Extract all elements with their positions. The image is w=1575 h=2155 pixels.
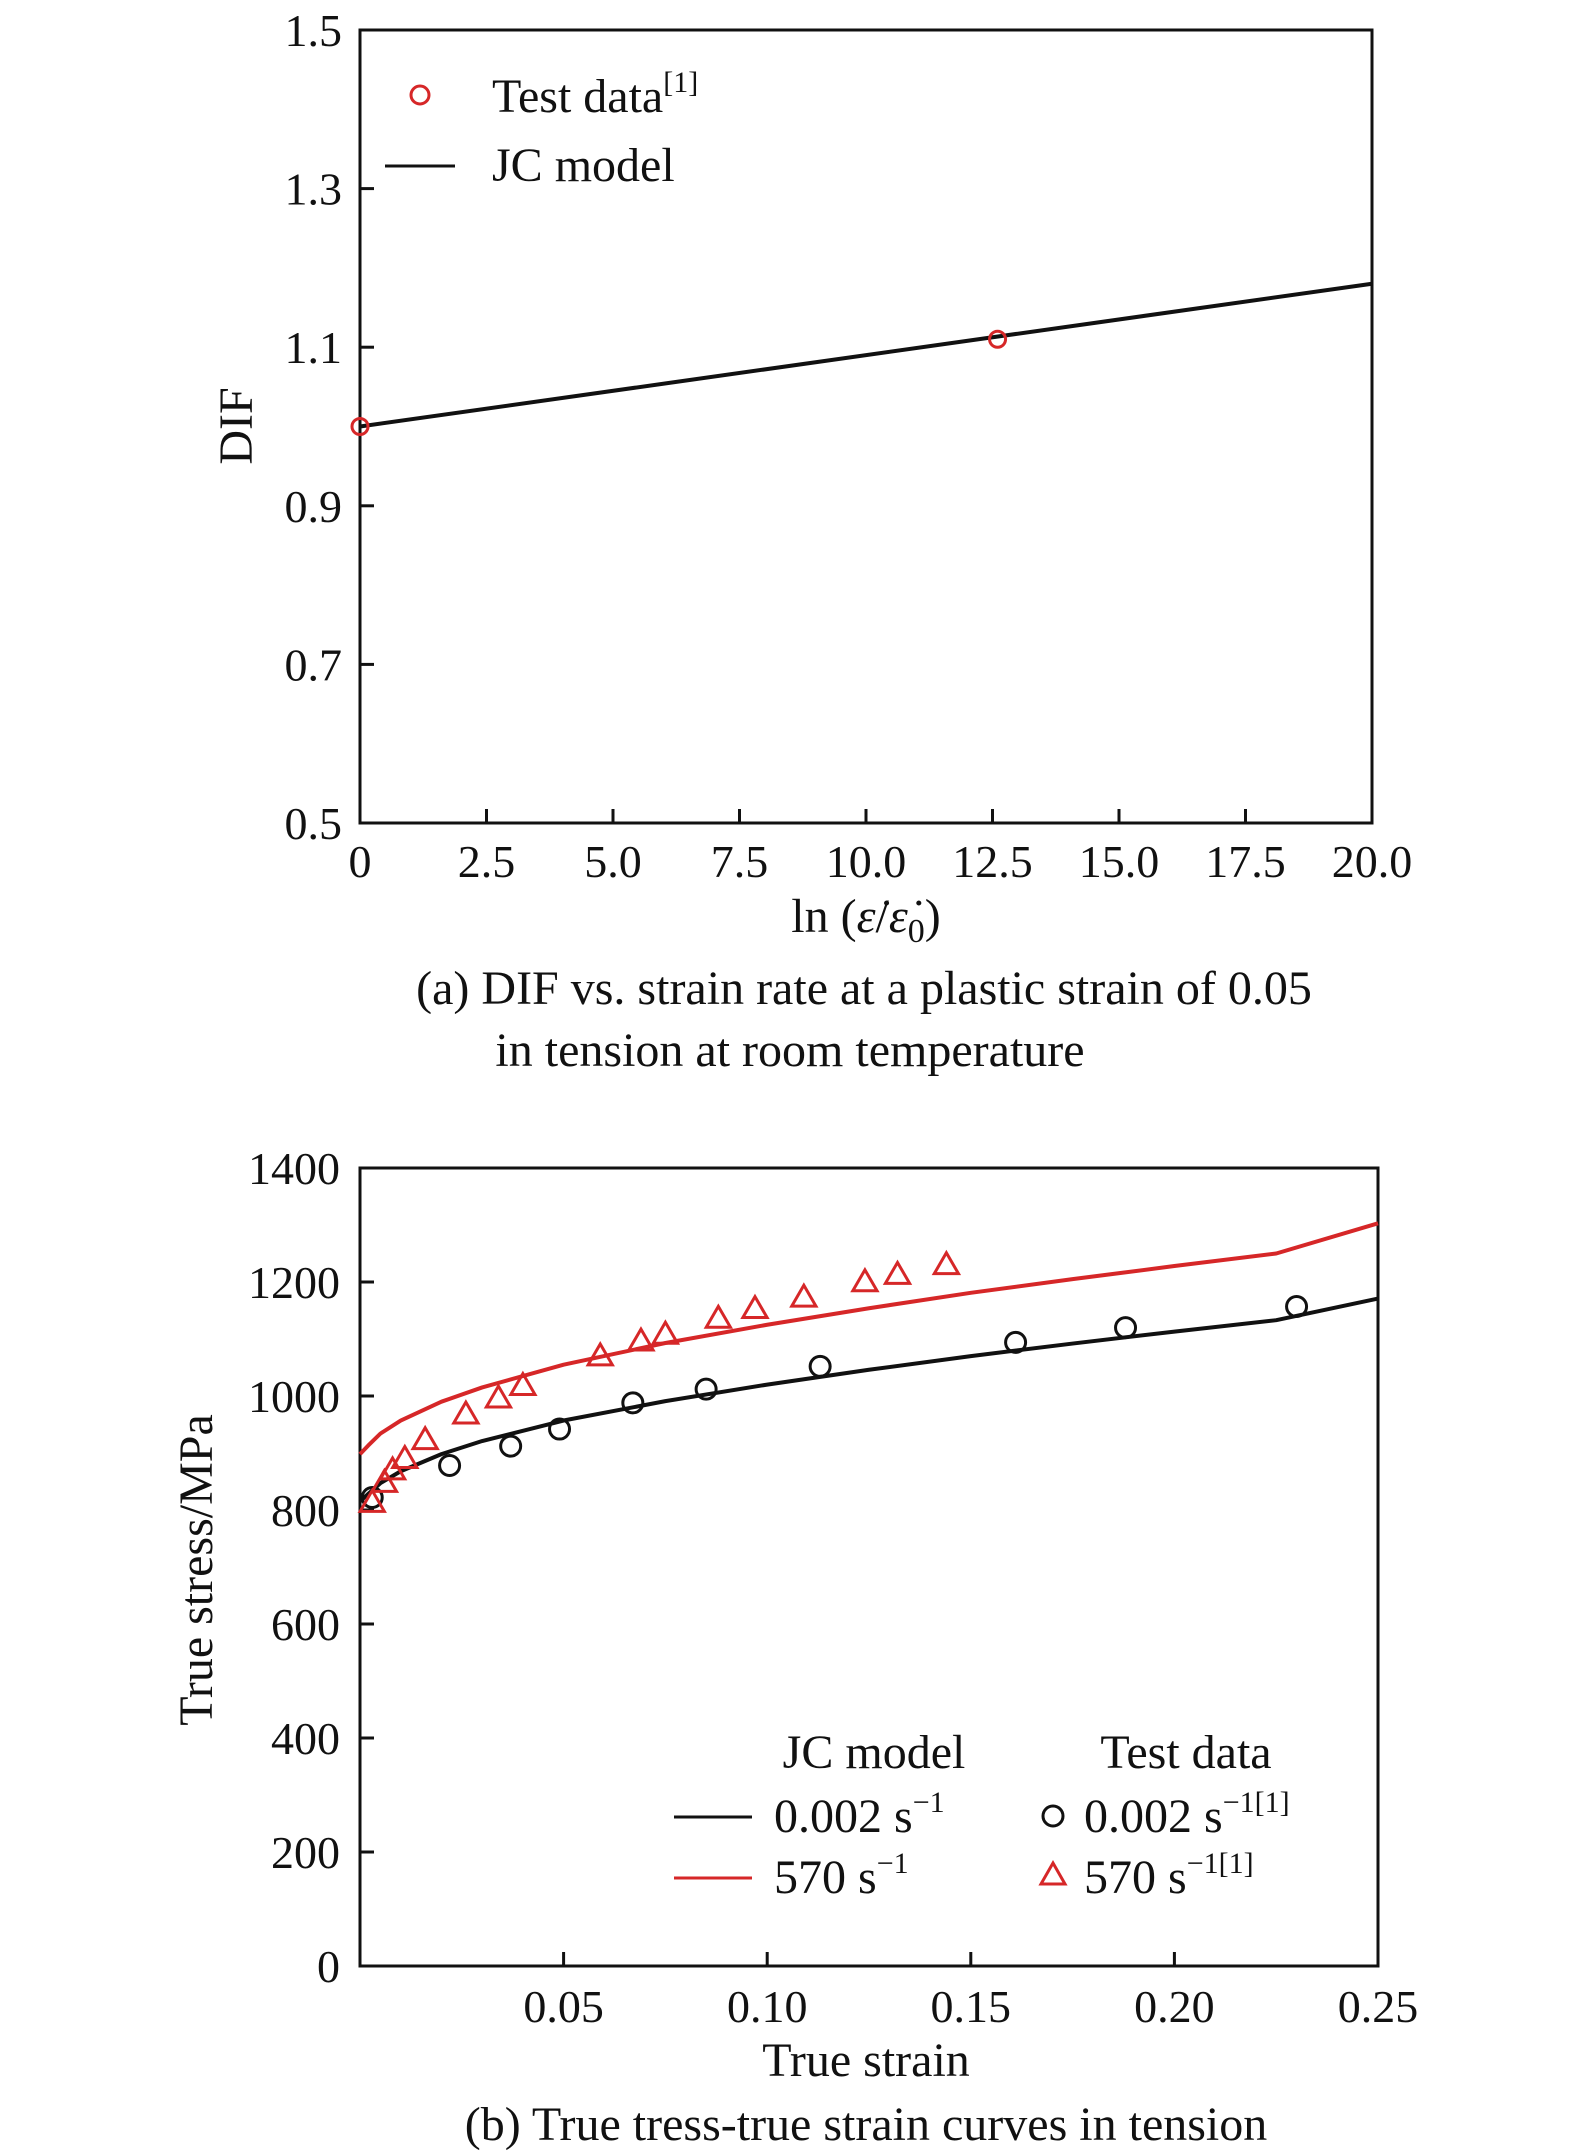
panel-b-plot-area <box>357 1221 1379 1513</box>
a-test-data-point <box>350 417 370 436</box>
b-test-point-570 <box>789 1282 819 1308</box>
legend-b-line-0002-label: 0.002 s−1 <box>774 1786 945 1843</box>
legend-b-circle-label: 0.002 s−1[1] <box>1084 1786 1290 1843</box>
b-test-point-570 <box>357 1487 387 1513</box>
a-y-tick-label: 1.1 <box>285 322 343 373</box>
b-test-point-570 <box>410 1424 440 1451</box>
a-y-tick-label: 0.9 <box>285 481 343 532</box>
b-y-tick-label: 1000 <box>248 1371 340 1422</box>
panel-a-x-axis-label: ln (ε̇/ε̇0) <box>791 890 941 950</box>
legend-a-test-marker <box>409 84 431 106</box>
a-y-tick-label: 0.7 <box>285 639 343 690</box>
a-x-tick-label: 2.5 <box>458 836 516 887</box>
a-y-tick-label: 1.3 <box>285 164 343 215</box>
b-test-point-570 <box>390 1443 420 1469</box>
b-test-point-0002 <box>499 1434 523 1458</box>
b-test-point-570 <box>882 1259 913 1285</box>
b-test-point-0002 <box>1114 1316 1138 1340</box>
panel-a-caption-line-2: in tension at room temperature <box>495 1024 1084 1077</box>
panel-b-x-axis-label: True strain <box>762 2034 970 2087</box>
b-test-point-570 <box>585 1340 615 1367</box>
b-y-tick-label: 600 <box>271 1599 340 1650</box>
legend-b-header-test: Test data <box>1100 1726 1271 1779</box>
panel-b-ticks: 0.05 0.10 0.15 0.20 0.25 0 200 400 600 800 1000 120… <box>248 1143 1418 2032</box>
b-y-tick-label: 400 <box>271 1713 340 1764</box>
b-y-tick-label: 1400 <box>248 1143 340 1194</box>
a-y-tick-label: 1.5 <box>285 5 343 56</box>
legend-b-header-jc: JC model <box>783 1726 966 1779</box>
panel-a-caption-line-1: (a) DIF vs. strain rate at a plastic str… <box>416 962 1312 1015</box>
b-test-point-0002 <box>548 1417 572 1441</box>
b-y-tick-label: 200 <box>271 1827 340 1878</box>
a-x-tick-label: 17.5 <box>1205 836 1286 887</box>
a-y-tick-label: 0.5 <box>285 798 343 849</box>
b-y-tick-label: 800 <box>271 1485 340 1536</box>
b-x-tick-label: 0.05 <box>523 1981 604 2032</box>
panel-a-plot-area <box>350 281 1373 436</box>
b-test-point-570 <box>850 1266 880 1293</box>
b-test-point-570 <box>369 1467 400 1493</box>
a-x-tick-label: 15.0 <box>1079 836 1160 887</box>
a-x-tick-label: 12.5 <box>952 836 1033 887</box>
b-x-tick-label: 0.25 <box>1338 1981 1419 2032</box>
panel-b-caption: (b) True tress-true strain curves in ten… <box>465 2098 1268 2151</box>
b-test-point-570 <box>483 1383 514 1409</box>
b-test-point-570 <box>740 1293 770 1320</box>
b-jc-line-0002 <box>358 1296 1379 1503</box>
b-test-point-0002 <box>808 1354 832 1378</box>
panel-b-stress-strain-chart: 0.05 0.10 0.15 0.20 0.25 0 200 400 600 800 1000 120… <box>170 1143 1418 2151</box>
legend-b-triangle-label: 570 s−1[1] <box>1084 1847 1254 1904</box>
legend-b-triangle-marker <box>1038 1859 1068 1886</box>
b-test-point-570 <box>508 1370 538 1396</box>
legend-b-line-570-label: 570 s−1 <box>774 1847 909 1904</box>
b-test-point-570 <box>703 1303 734 1329</box>
a-x-tick-label: 0 <box>349 836 372 887</box>
b-test-point-0002 <box>621 1391 645 1415</box>
b-test-point-0002 <box>438 1454 462 1478</box>
a-jc-model-line <box>359 281 1373 429</box>
b-x-tick-label: 0.20 <box>1134 1981 1215 2032</box>
b-test-point-570 <box>931 1249 962 1276</box>
legend-b-circle-marker <box>1041 1804 1065 1828</box>
b-y-tick-label: 0 <box>317 1941 340 1992</box>
panel-b-legend: JC model Test data 0.002 s−1 570 s−1 0.0… <box>674 1726 1290 1904</box>
panel-a-dif-chart: 0 2.5 5.0 7.5 10.0 12.5 15.0 17.5 20.0 0.5 0.7 0.9 1… <box>210 5 1412 1077</box>
b-test-point-0002 <box>1004 1330 1028 1354</box>
b-test-point-0002 <box>694 1377 718 1401</box>
legend-a-jc-label: JC model <box>492 139 675 192</box>
panel-a-ticks: 0 2.5 5.0 7.5 10.0 12.5 15.0 17.5 20.0 0.5 0.7 0.9 1… <box>285 5 1413 887</box>
legend-a-test-label: Test data[1] <box>492 66 698 123</box>
b-test-point-570 <box>650 1319 681 1345</box>
panel-a-y-axis-label: DIF <box>210 387 263 464</box>
b-y-tick-label: 1200 <box>248 1257 340 1308</box>
panel-b-y-axis-label: True stress/MPa <box>170 1414 223 1726</box>
b-test-point-0002 <box>1285 1295 1309 1319</box>
panel-a-legend: Test data[1] JC model <box>385 66 698 192</box>
panel-b-plot-frame <box>358 1166 1380 1968</box>
b-test-point-570 <box>626 1326 656 1352</box>
b-jc-line-570 <box>358 1221 1379 1456</box>
a-x-tick-label: 10.0 <box>826 836 907 887</box>
a-x-tick-label: 20.0 <box>1332 836 1413 887</box>
b-x-tick-label: 0.10 <box>727 1981 808 2032</box>
a-x-tick-label: 7.5 <box>711 836 769 887</box>
a-test-data-point <box>988 329 1008 349</box>
b-test-point-570 <box>451 1399 481 1425</box>
a-x-tick-label: 5.0 <box>584 836 642 887</box>
b-x-tick-label: 0.15 <box>931 1981 1012 2032</box>
